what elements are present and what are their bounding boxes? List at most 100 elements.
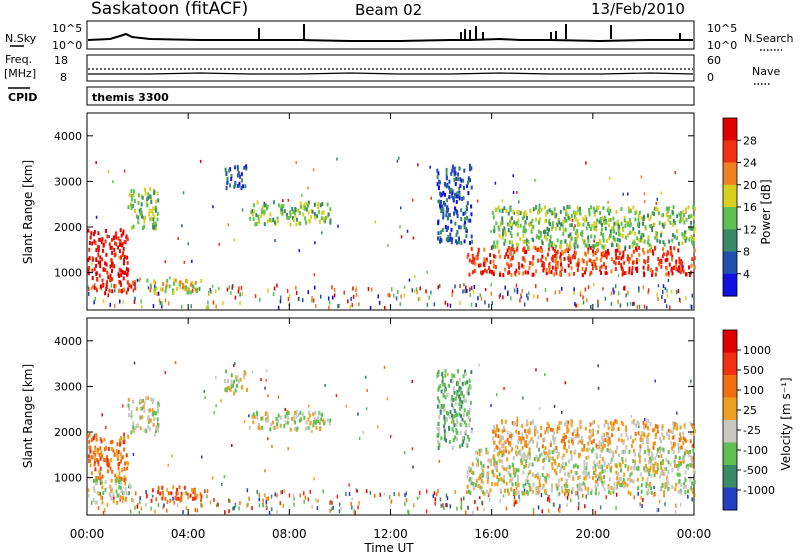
range-gate-cell xyxy=(303,491,305,496)
range-gate-cell xyxy=(452,419,455,424)
range-gate-cell xyxy=(667,279,670,282)
range-gate-cell xyxy=(582,481,585,486)
range-gate-cell xyxy=(172,496,174,501)
range-gate-cell xyxy=(663,242,666,247)
range-gate-cell xyxy=(179,280,182,285)
range-gate-cell xyxy=(442,382,445,387)
range-gate-cell xyxy=(105,458,108,463)
range-gate-cell xyxy=(244,371,247,376)
range-gate-cell xyxy=(461,436,464,441)
range-gate-cell xyxy=(293,502,295,507)
range-gate-cell xyxy=(96,244,99,249)
range-gate-cell xyxy=(585,494,587,499)
range-gate-cell xyxy=(95,263,98,268)
range-gate-cell xyxy=(684,238,687,243)
range-gate-cell xyxy=(155,429,158,434)
range-gate-cell xyxy=(454,435,457,440)
range-gate-cell xyxy=(94,452,97,457)
range-gate-cell xyxy=(493,240,496,245)
range-gate-cell xyxy=(293,496,295,501)
range-gate-cell xyxy=(388,293,391,298)
range-gate-cell xyxy=(125,491,128,496)
range-gate-cell xyxy=(559,258,562,263)
range-gate-cell xyxy=(444,202,447,207)
range-gate-cell xyxy=(466,380,469,385)
range-gate-cell xyxy=(640,434,643,439)
range-gate-cell xyxy=(399,302,401,307)
range-gate-cell xyxy=(255,222,258,226)
range-gate-cell xyxy=(102,491,105,495)
range-gate-cell xyxy=(438,199,441,204)
range-gate-cell xyxy=(507,271,510,275)
range-gate-cell xyxy=(516,290,519,295)
range-gate-cell xyxy=(587,441,590,446)
range-gate-cell xyxy=(199,159,202,163)
range-gate-cell xyxy=(472,260,475,265)
range-gate-cell xyxy=(122,404,124,408)
range-gate-cell xyxy=(609,208,612,213)
range-gate-cell xyxy=(627,490,630,495)
range-gate-cell xyxy=(526,480,529,484)
range-gate-cell xyxy=(513,502,515,507)
range-gate-cell xyxy=(624,449,626,454)
range-gate-cell xyxy=(315,498,317,503)
range-gate-cell xyxy=(663,490,665,495)
range-gate-cell xyxy=(647,240,649,245)
range-gate-cell xyxy=(490,404,492,408)
range-gate-cell xyxy=(563,433,566,438)
range-gate-cell xyxy=(526,293,528,298)
range-gate-cell xyxy=(517,224,520,229)
range-gate-cell xyxy=(504,419,507,424)
range-gate-cell xyxy=(538,407,541,411)
range-gate-cell xyxy=(676,236,679,241)
range-gate-cell xyxy=(517,474,519,479)
range-gate-cell xyxy=(653,427,656,432)
range-gate-cell xyxy=(109,466,112,471)
range-gate-cell xyxy=(461,381,464,386)
range-gate-cell xyxy=(162,505,164,510)
range-gate-cell xyxy=(595,222,598,227)
range-gate-cell xyxy=(691,443,694,448)
range-gate-cell xyxy=(317,209,320,214)
range-gate-cell xyxy=(89,235,92,240)
range-gate-cell xyxy=(436,426,439,431)
range-gate-cell xyxy=(634,452,637,457)
range-gate-cell xyxy=(137,423,139,428)
range-gate-cell xyxy=(141,304,143,309)
range-gate-cell xyxy=(585,243,588,248)
range-gate-cell xyxy=(548,243,551,247)
range-gate-cell xyxy=(281,490,283,495)
range-gate-cell xyxy=(556,238,559,243)
range-gate-cell xyxy=(615,492,618,497)
range-gate-cell xyxy=(616,219,619,224)
nsky-trace-group xyxy=(87,24,693,43)
range-gate-cell xyxy=(590,433,593,438)
range-gate-cell xyxy=(556,465,559,470)
range-gate-cell xyxy=(439,410,442,415)
range-gate-cell xyxy=(665,206,668,211)
range-gate-cell xyxy=(541,254,544,259)
range-gate-cell xyxy=(471,462,474,467)
range-gate-cell xyxy=(573,290,575,295)
range-gate-cell xyxy=(593,221,596,226)
range-gate-cell xyxy=(684,425,687,430)
range-gate-cell xyxy=(519,211,522,215)
range-gate-cell xyxy=(143,428,146,433)
range-gate-cell xyxy=(107,170,110,174)
range-gate-cell xyxy=(411,447,414,451)
range-gate-cell xyxy=(417,163,419,167)
range-gate-cell xyxy=(92,498,95,503)
range-gate-cell xyxy=(679,270,682,275)
range-gate-cell xyxy=(572,226,575,231)
range-gate-cell xyxy=(297,296,300,301)
range-gate-cell xyxy=(669,214,672,219)
range-gate-cell xyxy=(303,415,306,420)
range-gate-cell xyxy=(538,219,541,224)
x-tick-label: 20:00 xyxy=(576,527,611,541)
range-gate-cell xyxy=(209,500,212,505)
range-gate-cell xyxy=(646,419,648,424)
power-panel-frame xyxy=(86,112,695,311)
range-gate-cell xyxy=(618,224,621,229)
range-gate-cell xyxy=(623,484,626,489)
range-gate-cell xyxy=(578,421,581,426)
